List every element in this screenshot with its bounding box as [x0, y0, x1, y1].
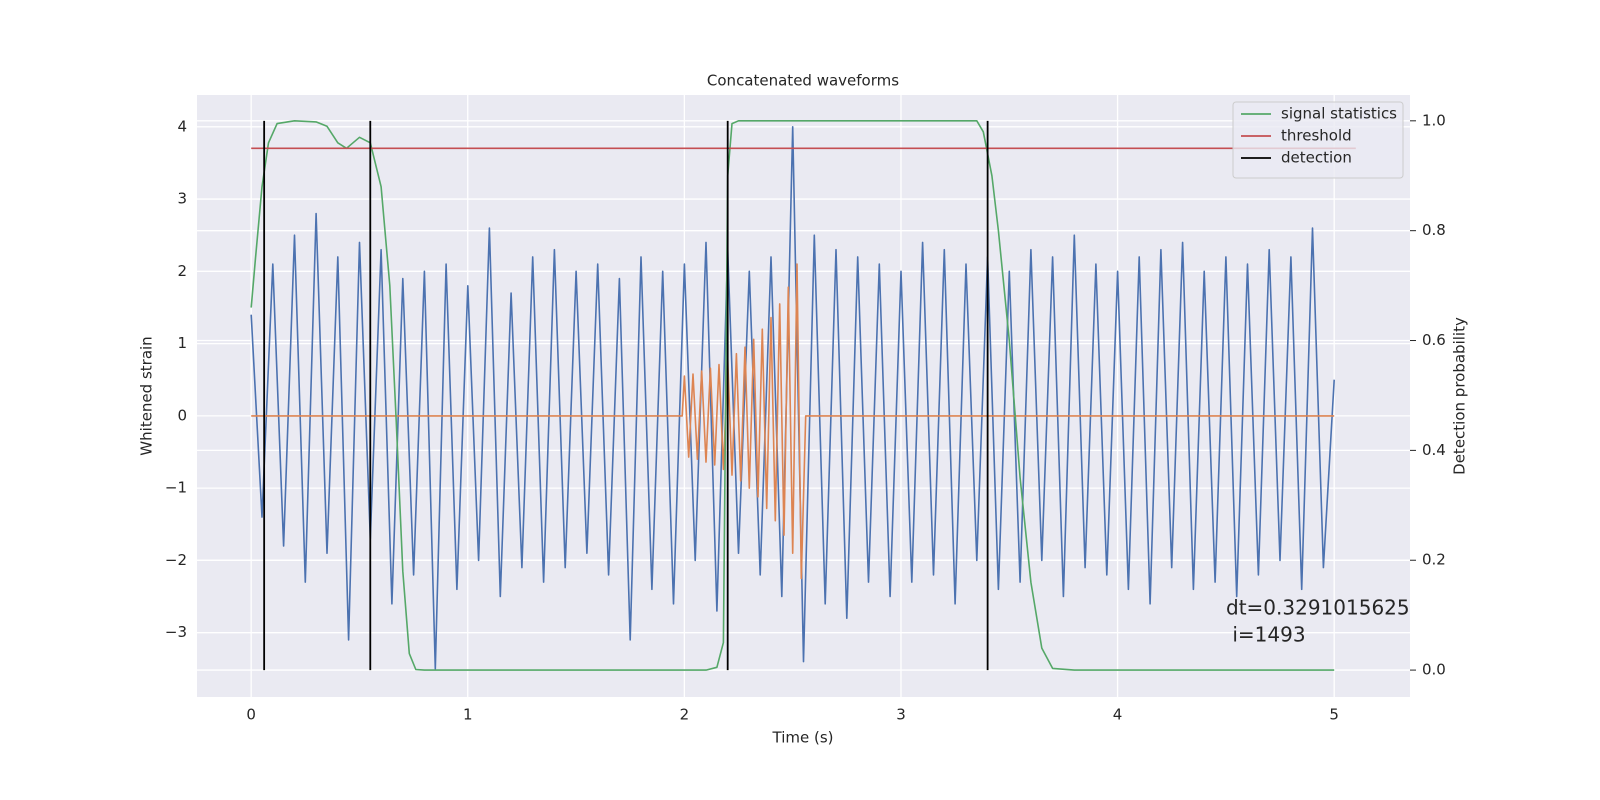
y-tick-label: −3	[165, 623, 187, 641]
x-tick-label: 3	[896, 706, 906, 724]
y2-tick-label: 1.0	[1422, 111, 1446, 129]
x-tick-label: 1	[463, 706, 473, 724]
y2-axis-label: Detection probability	[1451, 317, 1469, 475]
series-line	[250, 120, 1335, 671]
y2-tick-label: 0.2	[1422, 551, 1446, 569]
y-tick-label: 1	[177, 334, 187, 352]
y-tick-label: 4	[177, 117, 187, 135]
annotation: i=1493	[1226, 623, 1306, 647]
legend-label: detection	[1281, 149, 1352, 167]
y2-tick-label: 0.6	[1422, 331, 1446, 349]
x-tick-label: 0	[246, 706, 256, 724]
y2-tick-label: 0.4	[1422, 441, 1446, 459]
y2-tick-label: 0.8	[1422, 221, 1446, 239]
x-axis-label: Time (s)	[772, 729, 834, 747]
series-line	[251, 263, 1335, 580]
annotation: dt=0.3291015625	[1226, 596, 1410, 620]
y-tick-label: −2	[165, 551, 187, 569]
legend-box	[1232, 101, 1404, 179]
y-tick-label: 0	[177, 406, 187, 424]
x-tick-label: 5	[1329, 706, 1339, 724]
x-tick-label: 4	[1113, 706, 1123, 724]
series-line	[250, 126, 1335, 670]
y-axis-label: Whitened strain	[138, 336, 156, 455]
legend-label: threshold	[1281, 127, 1352, 145]
x-tick-label: 2	[680, 706, 690, 724]
y-tick-label: 3	[177, 190, 187, 208]
y-tick-label: −1	[165, 479, 187, 497]
y2-tick-label: 0.0	[1422, 661, 1446, 679]
y-tick-label: 2	[177, 262, 187, 280]
legend-label: signal statistics	[1281, 105, 1397, 123]
chart-title: Concatenated waveforms	[707, 72, 899, 90]
